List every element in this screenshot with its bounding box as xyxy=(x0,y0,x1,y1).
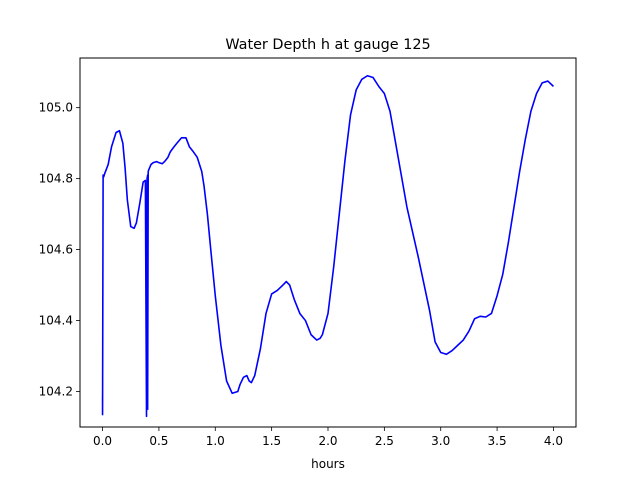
chart-title: Water Depth h at gauge 125 xyxy=(225,37,430,53)
y-axis: 104.2 104.4 104.6 104.8 105.0 xyxy=(39,101,80,399)
x-axis: 0.0 0.5 1.0 1.5 2.0 2.5 3.0 3.5 4.0 xyxy=(93,427,563,448)
x-tick-label: 3.5 xyxy=(488,434,507,448)
y-tick-label: 104.6 xyxy=(39,243,73,257)
x-axis-label: hours xyxy=(311,457,345,471)
x-tick-label: 2.0 xyxy=(318,434,337,448)
y-tick-label: 105.0 xyxy=(39,101,73,115)
x-tick-label: 2.5 xyxy=(375,434,394,448)
plot-area xyxy=(101,74,554,418)
x-tick-label: 3.0 xyxy=(431,434,450,448)
y-tick-label: 104.8 xyxy=(39,172,73,186)
x-tick-label: 1.0 xyxy=(206,434,225,448)
series-line xyxy=(101,74,554,418)
x-tick-label: 0.5 xyxy=(149,434,168,448)
y-tick-label: 104.2 xyxy=(39,385,73,399)
x-tick-label: 4.0 xyxy=(544,434,563,448)
axes-frame xyxy=(79,57,577,428)
x-tick-label: 1.5 xyxy=(262,434,281,448)
y-tick-label: 104.4 xyxy=(39,314,73,328)
x-tick-label: 0.0 xyxy=(93,434,112,448)
